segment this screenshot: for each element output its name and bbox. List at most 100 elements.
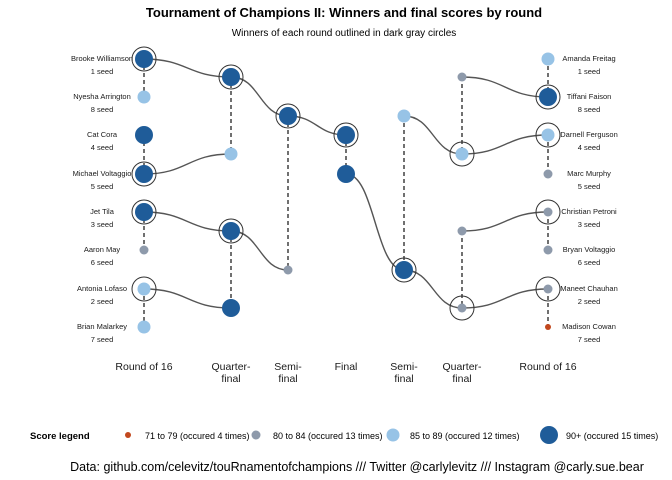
round-label: Quarter-final xyxy=(211,361,251,385)
player-name: Cat Cora xyxy=(87,130,118,139)
player-seed: 1 seed xyxy=(578,67,601,76)
legend-label: 85 to 89 (occured 12 times) xyxy=(410,431,520,441)
player-seed: 8 seed xyxy=(91,105,114,114)
score-point xyxy=(457,303,467,313)
advance-line xyxy=(143,211,232,232)
chart-subtitle: Winners of each round outlined in dark g… xyxy=(232,28,457,39)
round-label: Final xyxy=(335,361,358,373)
advance-line xyxy=(403,269,463,309)
advance-line xyxy=(287,115,347,136)
score-point xyxy=(222,299,240,317)
legend-title: Score legend xyxy=(30,431,90,442)
legend-label: 90+ (occured 15 times) xyxy=(566,431,658,441)
score-point xyxy=(135,50,153,68)
score-point xyxy=(222,222,240,240)
winner-ring xyxy=(131,199,157,225)
score-point xyxy=(222,68,240,86)
round-label: Semi-final xyxy=(274,361,302,385)
advance-line xyxy=(143,153,232,175)
winner-ring xyxy=(449,295,475,321)
winner-ring xyxy=(131,161,157,187)
player-seed: 3 seed xyxy=(91,220,114,229)
winner-ring xyxy=(131,46,157,72)
player-name: Tiffani Faison xyxy=(567,92,612,101)
advance-line xyxy=(461,211,549,232)
advance-line xyxy=(143,58,232,78)
winner-ring xyxy=(535,84,561,110)
matchup-dashes xyxy=(143,59,549,327)
player-name: Brooke Williamson xyxy=(71,54,133,63)
legend-label: 80 to 84 (occured 13 times) xyxy=(273,431,383,441)
player-seed: 5 seed xyxy=(91,182,114,191)
score-point xyxy=(543,169,553,179)
winner-ring xyxy=(275,103,301,129)
winner-rings xyxy=(131,46,561,321)
player-seed: 4 seed xyxy=(91,143,114,152)
player-seed: 5 seed xyxy=(578,182,601,191)
round-label: Round of 16 xyxy=(519,361,576,373)
player-seed: 7 seed xyxy=(578,335,601,344)
winner-ring xyxy=(218,64,244,90)
score-point xyxy=(457,72,467,82)
score-point xyxy=(137,320,151,334)
score-point xyxy=(337,165,355,183)
score-point xyxy=(539,88,557,106)
legend-label: 71 to 79 (occured 4 times) xyxy=(145,431,250,441)
legend-key xyxy=(540,426,558,444)
score-point xyxy=(543,207,553,217)
player-name: Amanda Freitag xyxy=(562,54,615,63)
player-name: Nyesha Arrington xyxy=(73,92,131,101)
player-seed: 1 seed xyxy=(91,67,114,76)
advance-line xyxy=(461,288,549,309)
winner-ring xyxy=(333,122,359,148)
round-label: Semi-final xyxy=(390,361,418,385)
score-point xyxy=(135,165,153,183)
player-seed: 4 seed xyxy=(578,143,601,152)
player-name: Brian Malarkey xyxy=(77,322,127,331)
round-label: Quarter-final xyxy=(442,361,482,385)
legend-key xyxy=(386,428,400,442)
chart-title: Tournament of Champions II: Winners and … xyxy=(146,5,542,20)
player-name: Maneet Chauhan xyxy=(560,284,618,293)
score-point xyxy=(279,107,297,125)
player-seed: 8 seed xyxy=(578,105,601,114)
chart-caption: Data: github.com/celevitz/touRnamentofch… xyxy=(70,460,644,474)
winner-ring xyxy=(449,141,475,167)
score-points xyxy=(135,50,557,334)
advance-line xyxy=(403,115,463,155)
winner-ring xyxy=(131,276,157,302)
score-point xyxy=(224,147,238,161)
score-point xyxy=(541,52,555,66)
score-point xyxy=(545,324,551,330)
winner-ring xyxy=(535,199,561,225)
player-name: Marc Murphy xyxy=(567,169,611,178)
score-point xyxy=(457,226,467,236)
winner-ring xyxy=(535,276,561,302)
player-name: Jet Tila xyxy=(90,207,115,216)
score-point xyxy=(137,90,151,104)
player-labels: Brooke Williamson 1 seed Nyesha Arrington 8… xyxy=(71,54,618,344)
legend-key xyxy=(125,432,131,438)
advance-line xyxy=(461,76,549,98)
score-point xyxy=(135,126,153,144)
legend-key xyxy=(251,430,261,440)
player-seed: 7 seed xyxy=(91,335,114,344)
advance-line xyxy=(230,230,289,271)
winner-ring xyxy=(391,257,417,283)
score-point xyxy=(395,261,413,279)
score-point xyxy=(283,265,293,275)
player-seed: 2 seed xyxy=(578,297,601,306)
player-name: Antonia Lofaso xyxy=(77,284,127,293)
score-legend: Score legend 71 to 79 (occured 4 times) 80… xyxy=(30,426,658,444)
winner-ring xyxy=(535,122,561,148)
player-seed: 6 seed xyxy=(91,258,114,267)
player-seed: 2 seed xyxy=(91,297,114,306)
advance-line xyxy=(230,76,289,117)
advance-line xyxy=(461,134,549,155)
score-point xyxy=(543,245,553,255)
bracket-lines xyxy=(143,58,549,309)
score-point xyxy=(137,282,151,296)
round-label: Round of 16 xyxy=(115,361,172,373)
